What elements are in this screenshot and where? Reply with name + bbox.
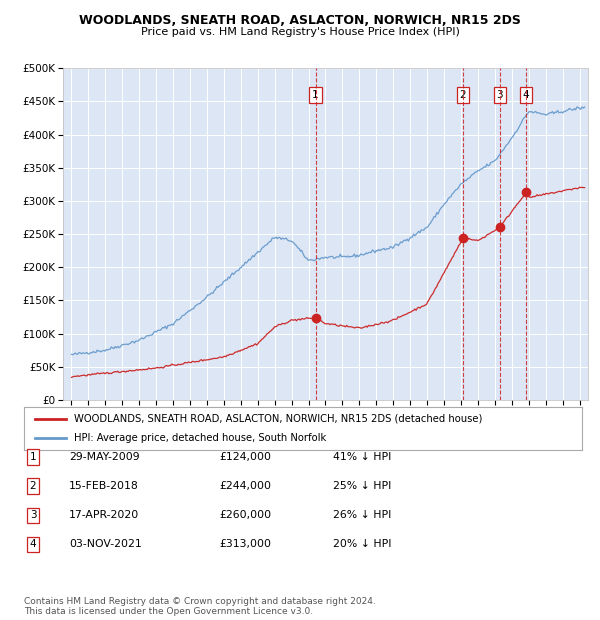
Text: 3: 3 <box>29 510 37 520</box>
Text: £124,000: £124,000 <box>219 452 271 462</box>
Text: 03-NOV-2021: 03-NOV-2021 <box>69 539 142 549</box>
Text: 17-APR-2020: 17-APR-2020 <box>69 510 139 520</box>
Text: £260,000: £260,000 <box>219 510 271 520</box>
Text: Price paid vs. HM Land Registry's House Price Index (HPI): Price paid vs. HM Land Registry's House … <box>140 27 460 37</box>
Text: WOODLANDS, SNEATH ROAD, ASLACTON, NORWICH, NR15 2DS: WOODLANDS, SNEATH ROAD, ASLACTON, NORWIC… <box>79 14 521 27</box>
Text: 4: 4 <box>523 90 529 100</box>
Text: 1: 1 <box>29 452 37 462</box>
Text: 41% ↓ HPI: 41% ↓ HPI <box>333 452 391 462</box>
Text: 3: 3 <box>496 90 503 100</box>
Text: £244,000: £244,000 <box>219 481 271 491</box>
Text: 26% ↓ HPI: 26% ↓ HPI <box>333 510 391 520</box>
Text: 29-MAY-2009: 29-MAY-2009 <box>69 452 140 462</box>
Text: Contains HM Land Registry data © Crown copyright and database right 2024.: Contains HM Land Registry data © Crown c… <box>24 597 376 606</box>
Text: £313,000: £313,000 <box>219 539 271 549</box>
Text: 2: 2 <box>29 481 37 491</box>
Text: This data is licensed under the Open Government Licence v3.0.: This data is licensed under the Open Gov… <box>24 607 313 616</box>
Text: WOODLANDS, SNEATH ROAD, ASLACTON, NORWICH, NR15 2DS (detached house): WOODLANDS, SNEATH ROAD, ASLACTON, NORWIC… <box>74 414 482 423</box>
Text: 1: 1 <box>312 90 319 100</box>
Text: 4: 4 <box>29 539 37 549</box>
Text: 2: 2 <box>460 90 466 100</box>
Text: 25% ↓ HPI: 25% ↓ HPI <box>333 481 391 491</box>
Text: 20% ↓ HPI: 20% ↓ HPI <box>333 539 392 549</box>
Text: 15-FEB-2018: 15-FEB-2018 <box>69 481 139 491</box>
Text: HPI: Average price, detached house, South Norfolk: HPI: Average price, detached house, Sout… <box>74 433 326 443</box>
